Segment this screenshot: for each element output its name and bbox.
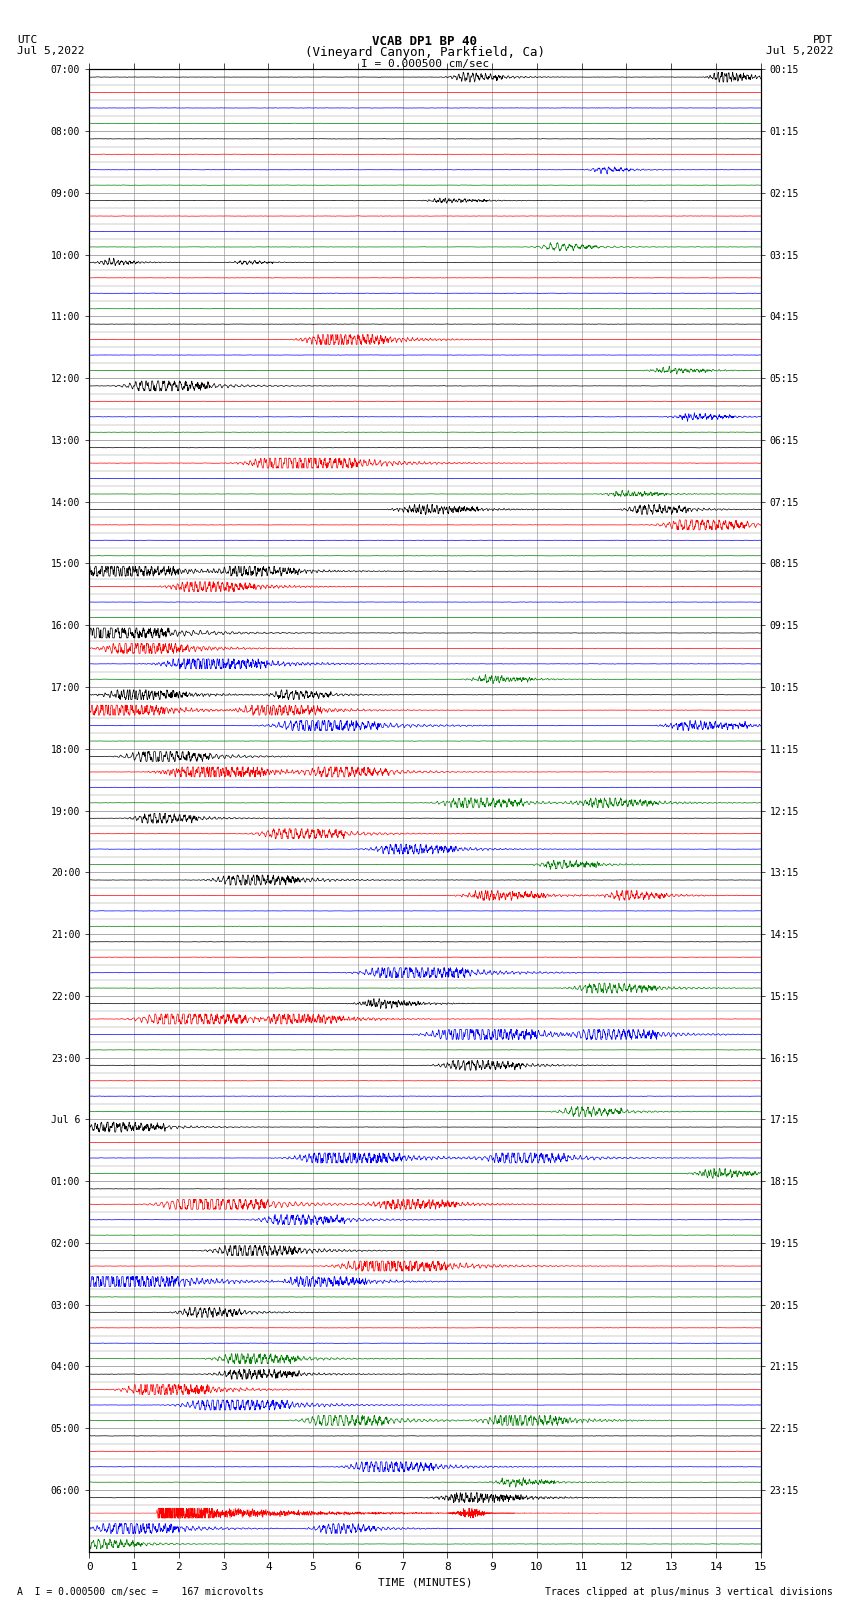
X-axis label: TIME (MINUTES): TIME (MINUTES): [377, 1578, 473, 1587]
Text: PDT: PDT: [813, 35, 833, 45]
Text: Jul 5,2022: Jul 5,2022: [17, 45, 84, 56]
Text: UTC: UTC: [17, 35, 37, 45]
Text: Jul 5,2022: Jul 5,2022: [766, 45, 833, 56]
Text: A  I = 0.000500 cm/sec =    167 microvolts: A I = 0.000500 cm/sec = 167 microvolts: [17, 1587, 264, 1597]
Text: Traces clipped at plus/minus 3 vertical divisions: Traces clipped at plus/minus 3 vertical …: [545, 1587, 833, 1597]
Text: VCAB DP1 BP 40: VCAB DP1 BP 40: [372, 35, 478, 48]
Text: (Vineyard Canyon, Parkfield, Ca): (Vineyard Canyon, Parkfield, Ca): [305, 45, 545, 60]
Text: I = 0.000500 cm/sec: I = 0.000500 cm/sec: [361, 58, 489, 69]
